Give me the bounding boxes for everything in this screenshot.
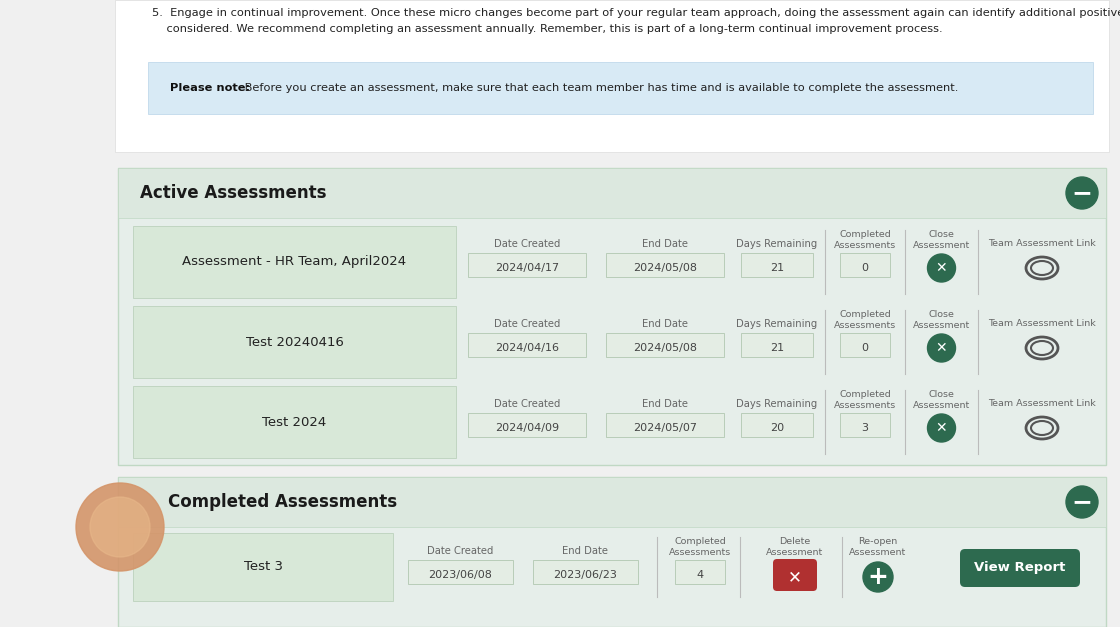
Text: 21: 21 <box>769 343 784 353</box>
Text: 2024/05/08: 2024/05/08 <box>633 263 697 273</box>
Text: 2024/04/17: 2024/04/17 <box>495 263 559 273</box>
Text: Days Remaining: Days Remaining <box>736 399 818 409</box>
Text: Test 3: Test 3 <box>243 561 282 574</box>
Bar <box>675 560 725 584</box>
Text: ✕: ✕ <box>935 421 948 435</box>
Text: 2023/06/23: 2023/06/23 <box>553 570 617 580</box>
Bar <box>533 560 638 584</box>
Circle shape <box>864 562 893 592</box>
Text: 20: 20 <box>769 423 784 433</box>
Text: Close
Assessment: Close Assessment <box>913 390 970 410</box>
FancyBboxPatch shape <box>773 559 816 591</box>
Text: Close
Assessment: Close Assessment <box>913 310 970 330</box>
Text: Before you create an assessment, make sure that each team member has time and is: Before you create an assessment, make su… <box>241 83 959 93</box>
Text: Team Assessment Link: Team Assessment Link <box>988 399 1095 409</box>
Text: ✕: ✕ <box>935 261 948 275</box>
Bar <box>606 333 724 357</box>
Text: ✕: ✕ <box>935 341 948 355</box>
Bar <box>840 413 890 437</box>
Bar <box>840 333 890 357</box>
Text: Assessment - HR Team, April2024: Assessment - HR Team, April2024 <box>183 255 407 268</box>
Bar <box>118 168 1105 218</box>
Bar <box>468 413 586 437</box>
Text: Close
Assessment: Close Assessment <box>913 230 970 250</box>
Bar <box>468 253 586 277</box>
Circle shape <box>90 497 150 557</box>
Text: Date Created: Date Created <box>428 546 494 556</box>
Bar <box>741 253 813 277</box>
Text: Re-open
Assessment: Re-open Assessment <box>849 537 906 557</box>
Text: Date Created: Date Created <box>494 239 560 249</box>
Bar <box>741 333 813 357</box>
Text: 0: 0 <box>861 343 868 353</box>
Bar <box>118 168 1105 465</box>
Text: Test 20240416: Test 20240416 <box>245 335 344 349</box>
Bar <box>133 226 456 298</box>
Text: Please note:: Please note: <box>170 83 250 93</box>
Text: Team Assessment Link: Team Assessment Link <box>988 320 1095 329</box>
Text: 21: 21 <box>769 263 784 273</box>
Text: −: − <box>1072 490 1092 514</box>
Circle shape <box>1066 177 1098 209</box>
Bar <box>741 413 813 437</box>
Text: 2024/05/07: 2024/05/07 <box>633 423 697 433</box>
Circle shape <box>76 483 164 571</box>
Text: Delete
Assessment: Delete Assessment <box>766 537 823 557</box>
Text: Test 2024: Test 2024 <box>262 416 327 428</box>
Text: 4: 4 <box>697 570 703 580</box>
Text: End Date: End Date <box>642 399 688 409</box>
Text: 2024/04/09: 2024/04/09 <box>495 423 559 433</box>
Circle shape <box>927 254 955 282</box>
Bar <box>133 386 456 458</box>
Text: Completed
Assessments: Completed Assessments <box>834 230 896 250</box>
Text: Date Created: Date Created <box>494 319 560 329</box>
Bar <box>133 306 456 378</box>
Text: End Date: End Date <box>642 319 688 329</box>
Bar <box>148 62 1093 114</box>
Bar <box>468 333 586 357</box>
Text: Date Created: Date Created <box>494 399 560 409</box>
Circle shape <box>927 334 955 362</box>
Circle shape <box>927 414 955 442</box>
Text: Days Remaining: Days Remaining <box>736 319 818 329</box>
Text: −: − <box>1072 181 1092 205</box>
Text: 3: 3 <box>861 423 868 433</box>
Text: Completed
Assessments: Completed Assessments <box>834 310 896 330</box>
Circle shape <box>1066 486 1098 518</box>
Bar <box>1036 344 1048 352</box>
Text: Completed
Assessments: Completed Assessments <box>834 390 896 410</box>
Text: 2024/04/16: 2024/04/16 <box>495 343 559 353</box>
Text: Active Assessments: Active Assessments <box>140 184 327 202</box>
Bar <box>133 533 393 601</box>
Text: 2023/06/08: 2023/06/08 <box>429 570 493 580</box>
Bar <box>118 477 1105 627</box>
Text: End Date: End Date <box>562 546 608 556</box>
Text: Days Remaining: Days Remaining <box>736 239 818 249</box>
Bar <box>408 560 513 584</box>
Text: Team Assessment Link: Team Assessment Link <box>988 240 1095 248</box>
Text: 0: 0 <box>861 263 868 273</box>
Text: View Report: View Report <box>974 562 1066 574</box>
Bar <box>840 253 890 277</box>
Text: Completed Assessments: Completed Assessments <box>168 493 398 511</box>
Text: Completed
Assessments: Completed Assessments <box>669 537 731 557</box>
Text: ✕: ✕ <box>788 568 802 586</box>
Bar <box>1036 264 1048 272</box>
Text: +: + <box>868 565 888 589</box>
Text: End Date: End Date <box>642 239 688 249</box>
FancyBboxPatch shape <box>960 549 1080 587</box>
Text: 5.  Engage in continual improvement. Once these micro changes become part of you: 5. Engage in continual improvement. Once… <box>152 8 1120 18</box>
Bar <box>115 0 1109 152</box>
Bar <box>1036 424 1048 432</box>
Text: considered. We recommend completing an assessment annually. Remember, this is pa: considered. We recommend completing an a… <box>152 24 943 34</box>
Bar <box>118 477 1105 527</box>
Bar <box>606 253 724 277</box>
Text: 2024/05/08: 2024/05/08 <box>633 343 697 353</box>
Bar <box>606 413 724 437</box>
